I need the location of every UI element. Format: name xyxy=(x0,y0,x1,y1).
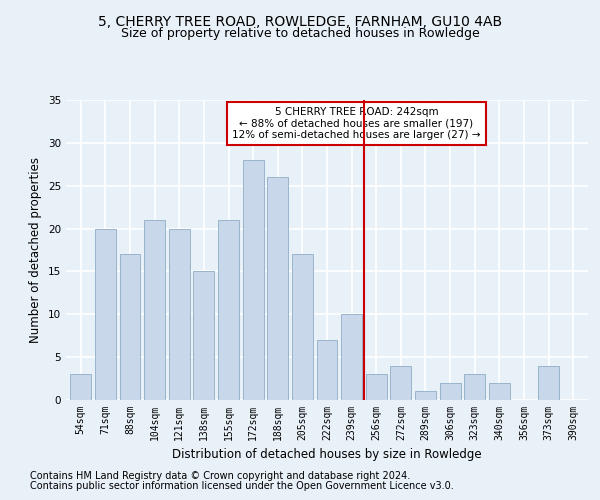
Bar xyxy=(70,374,91,400)
Bar xyxy=(144,220,165,400)
Bar xyxy=(464,374,485,400)
Bar xyxy=(391,366,412,400)
Bar xyxy=(169,228,190,400)
Bar xyxy=(95,228,116,400)
Text: Size of property relative to detached houses in Rowledge: Size of property relative to detached ho… xyxy=(121,28,479,40)
Bar xyxy=(267,177,288,400)
Bar xyxy=(538,366,559,400)
X-axis label: Distribution of detached houses by size in Rowledge: Distribution of detached houses by size … xyxy=(172,448,482,462)
Text: Contains HM Land Registry data © Crown copyright and database right 2024.: Contains HM Land Registry data © Crown c… xyxy=(30,471,410,481)
Bar xyxy=(242,160,263,400)
Bar xyxy=(292,254,313,400)
Bar xyxy=(366,374,387,400)
Bar xyxy=(341,314,362,400)
Bar xyxy=(193,272,214,400)
Bar xyxy=(440,383,461,400)
Text: 5, CHERRY TREE ROAD, ROWLEDGE, FARNHAM, GU10 4AB: 5, CHERRY TREE ROAD, ROWLEDGE, FARNHAM, … xyxy=(98,15,502,29)
Bar xyxy=(317,340,337,400)
Text: 5 CHERRY TREE ROAD: 242sqm
← 88% of detached houses are smaller (197)
12% of sem: 5 CHERRY TREE ROAD: 242sqm ← 88% of deta… xyxy=(232,107,481,140)
Text: Contains public sector information licensed under the Open Government Licence v3: Contains public sector information licen… xyxy=(30,481,454,491)
Bar xyxy=(415,392,436,400)
Y-axis label: Number of detached properties: Number of detached properties xyxy=(29,157,43,343)
Bar xyxy=(218,220,239,400)
Bar xyxy=(489,383,510,400)
Bar xyxy=(119,254,140,400)
